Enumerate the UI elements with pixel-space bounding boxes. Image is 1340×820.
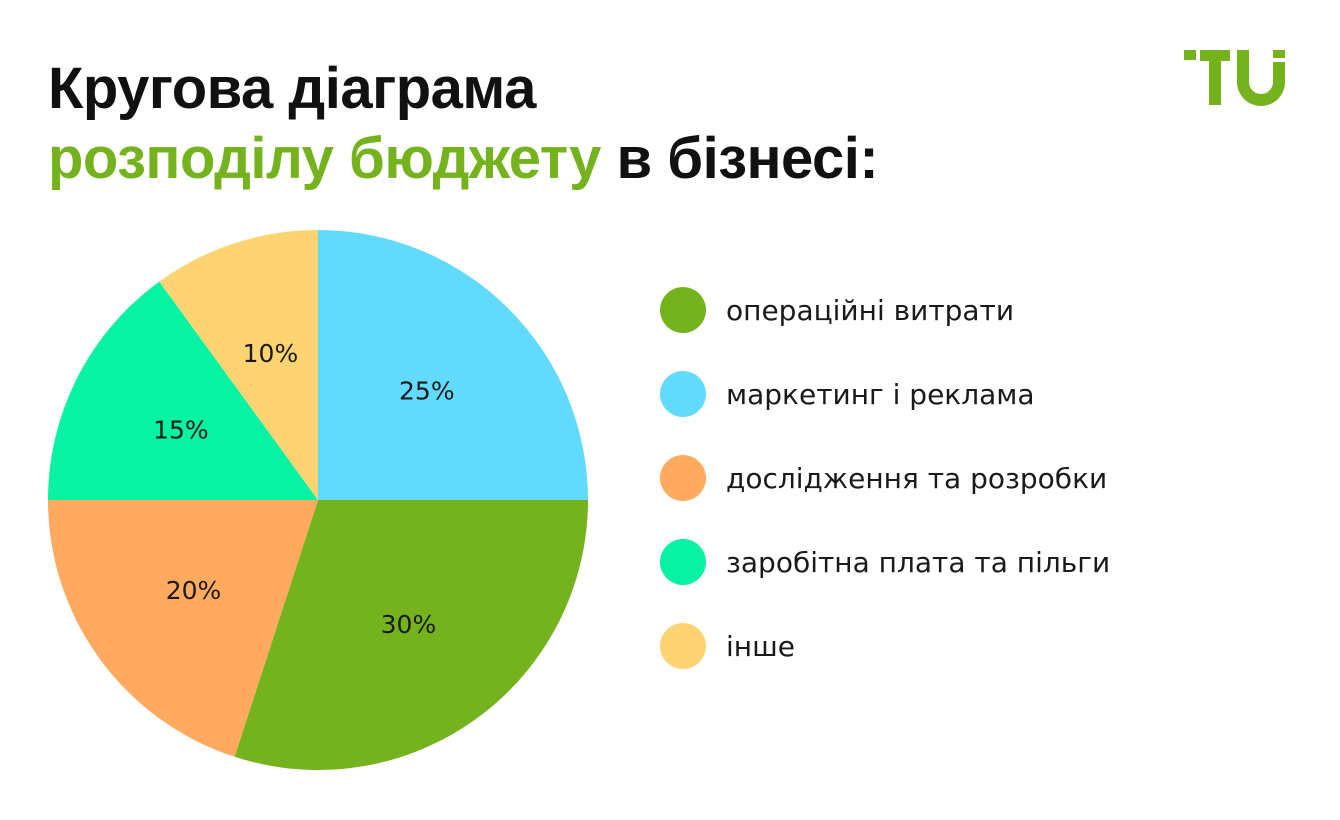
pie-chart: 25% 30% 20% 15% 10%: [40, 222, 596, 778]
legend-item: інше: [660, 621, 1110, 671]
slice-value-label: 30%: [381, 610, 437, 639]
legend-item: заробітна плата та пільги: [660, 537, 1110, 587]
legend-item: маркетинг і реклама: [660, 369, 1110, 419]
legend-label: дослідження та розробки: [726, 461, 1108, 495]
slice-value-label: 20%: [166, 576, 222, 605]
title-accent: розподілу бюджету: [48, 126, 601, 191]
tu-logo-icon: [1184, 50, 1285, 106]
legend-swatch: [660, 539, 706, 585]
chart-legend: операційні витрати маркетинг і реклама дос…: [660, 285, 1110, 705]
pie-slice: [234, 500, 588, 770]
title-rest: в бізнесі:: [600, 126, 879, 191]
chart-title: Кругова діаграма розподілу бюджету в біз…: [48, 54, 879, 194]
pie-slice: [48, 500, 318, 757]
slice-value-label: 10%: [243, 339, 299, 368]
pie-slice: [48, 281, 318, 500]
legend-label: інше: [726, 629, 795, 663]
legend-label: операційні витрати: [726, 293, 1015, 327]
legend-item: операційні витрати: [660, 285, 1110, 335]
legend-swatch: [660, 455, 706, 501]
legend-label: заробітна плата та пільги: [726, 545, 1111, 579]
legend-swatch: [660, 287, 706, 333]
slice-value-label: 25%: [399, 377, 455, 406]
legend-label: маркетинг і реклама: [726, 377, 1035, 411]
title-line-2: розподілу бюджету в бізнесі:: [48, 124, 879, 194]
slice-value-label: 15%: [153, 416, 209, 445]
pie-svg: 25% 30% 20% 15% 10%: [48, 230, 588, 770]
pie-slice: [318, 230, 588, 500]
title-line-1: Кругова діаграма: [48, 56, 536, 121]
legend-swatch: [660, 371, 706, 417]
pie-slice: [159, 230, 318, 500]
legend-item: дослідження та розробки: [660, 453, 1110, 503]
legend-swatch: [660, 623, 706, 669]
